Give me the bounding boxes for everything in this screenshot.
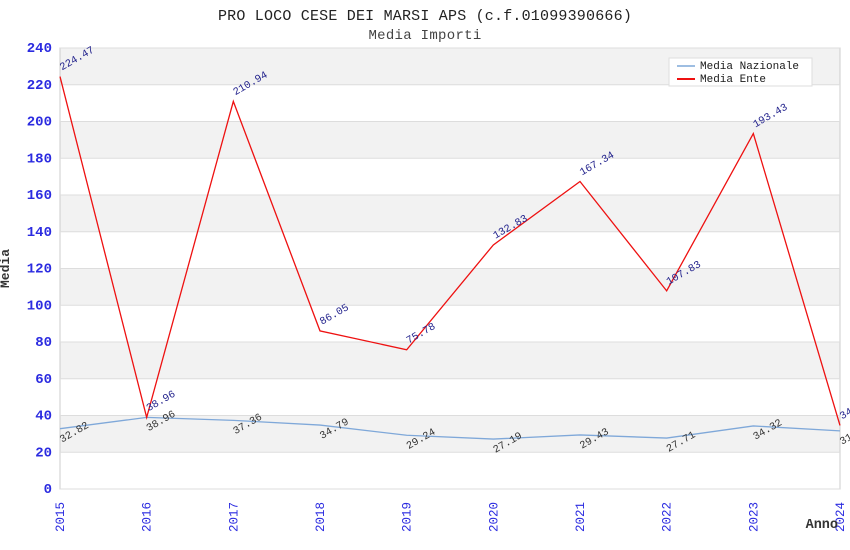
- svg-text:2020: 2020: [487, 502, 501, 532]
- svg-text:80: 80: [35, 335, 52, 351]
- svg-text:200: 200: [27, 115, 52, 131]
- svg-text:2015: 2015: [54, 502, 68, 532]
- svg-text:120: 120: [27, 262, 52, 278]
- svg-text:Media: Media: [0, 249, 13, 288]
- svg-text:20: 20: [35, 445, 52, 461]
- svg-text:40: 40: [35, 409, 52, 425]
- svg-text:160: 160: [27, 188, 52, 204]
- svg-text:100: 100: [27, 298, 52, 314]
- svg-text:240: 240: [27, 41, 52, 57]
- svg-text:60: 60: [35, 372, 52, 388]
- svg-text:2018: 2018: [314, 502, 328, 532]
- svg-text:2016: 2016: [141, 502, 155, 532]
- svg-text:220: 220: [27, 78, 52, 94]
- svg-text:2017: 2017: [227, 502, 241, 532]
- svg-text:2023: 2023: [747, 502, 761, 532]
- svg-text:180: 180: [27, 151, 52, 167]
- svg-text:Media Ente: Media Ente: [700, 74, 766, 86]
- svg-text:2022: 2022: [661, 502, 675, 532]
- svg-text:Media Nazionale: Media Nazionale: [700, 61, 799, 73]
- svg-text:2019: 2019: [401, 502, 415, 532]
- svg-text:140: 140: [27, 225, 52, 241]
- svg-text:0: 0: [44, 482, 52, 498]
- svg-text:2021: 2021: [574, 502, 588, 532]
- svg-text:Anno: Anno: [806, 518, 838, 533]
